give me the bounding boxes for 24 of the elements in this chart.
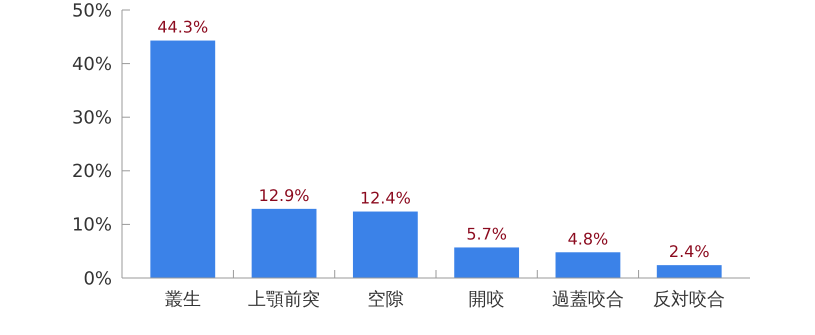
data-label: 12.4% xyxy=(360,188,411,208)
bar xyxy=(150,40,216,278)
y-tick-label: 30% xyxy=(72,108,112,128)
bar xyxy=(352,212,418,278)
bar xyxy=(656,265,722,278)
y-tick-label: 50% xyxy=(72,0,112,22)
x-tick-label: 叢生 xyxy=(164,289,201,310)
bar xyxy=(556,252,620,278)
y-tick-label: 20% xyxy=(72,161,112,182)
y-tick-label: 0% xyxy=(83,268,112,290)
x-tick-label: 過蓋咬合 xyxy=(552,289,624,310)
y-tick-label: 10% xyxy=(72,214,112,236)
x-tick-label: 空隙 xyxy=(367,289,404,310)
y-tick-label: 40% xyxy=(72,54,112,75)
data-label: 5.7% xyxy=(466,224,507,244)
data-label: 44.3% xyxy=(157,18,208,37)
bar xyxy=(454,247,520,278)
data-label: 12.9% xyxy=(258,186,310,205)
data-label: 2.4% xyxy=(668,242,710,262)
x-tick-label: 開咬 xyxy=(468,289,505,310)
x-tick-label: 上顎前突 xyxy=(248,289,320,310)
data-label: 4.8% xyxy=(568,229,608,248)
bar xyxy=(252,208,316,278)
x-tick-label: 反対咬合 xyxy=(653,289,726,310)
